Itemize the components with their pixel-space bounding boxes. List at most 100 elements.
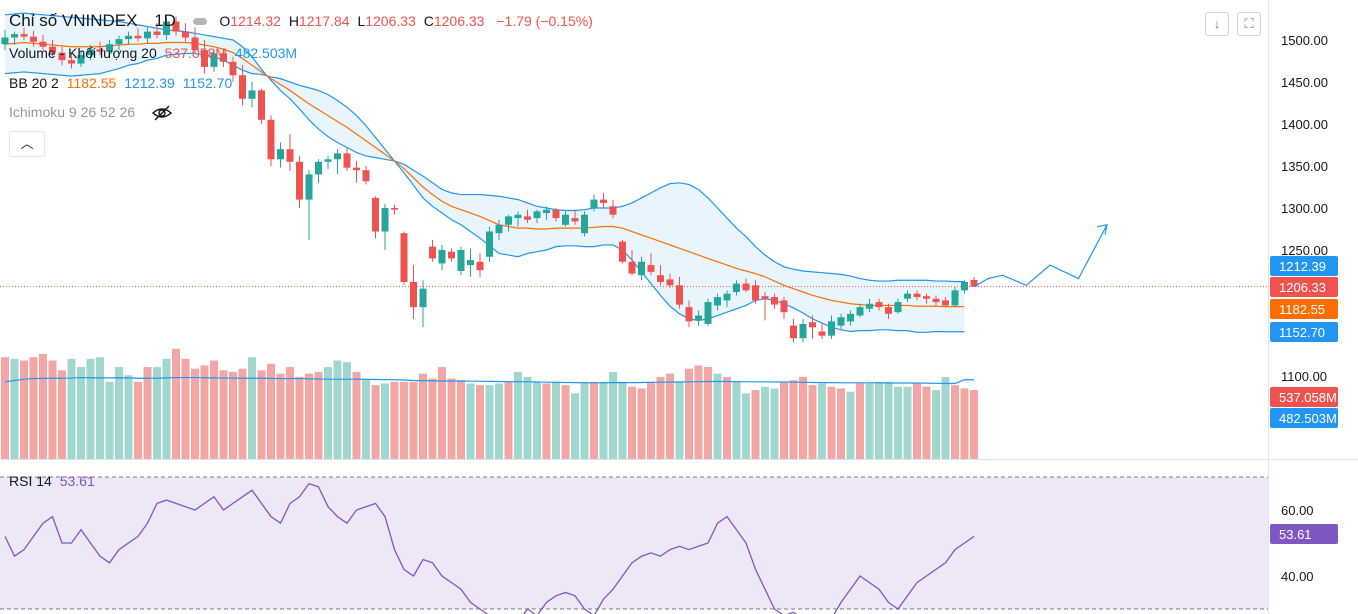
candle-body (780, 300, 788, 313)
volume-bar (86, 358, 95, 459)
volume-bar (913, 383, 921, 459)
volume-ma-tag-bg (1270, 408, 1338, 428)
volume-bar (29, 357, 38, 459)
volume-bar (181, 358, 190, 459)
volume-bar (267, 363, 275, 459)
volume-bar (305, 373, 313, 459)
candle-body (476, 261, 484, 271)
symbol-name[interactable]: Chỉ số VNINDEX (9, 11, 138, 30)
close-label: C (423, 13, 434, 29)
candle-body (115, 39, 123, 45)
candle-body (619, 241, 626, 262)
candle-body (11, 34, 18, 38)
volume-bar (799, 376, 807, 459)
candle-body (723, 293, 731, 301)
volume-bar (970, 390, 978, 459)
symbol-interval[interactable]: 1D (154, 11, 176, 30)
candle-body (372, 197, 379, 232)
chevron-up-icon: ︿ (20, 136, 34, 151)
volume-bar (808, 385, 817, 459)
candle-body (562, 214, 569, 225)
volume-bar (438, 367, 446, 459)
maximize-pane-button[interactable]: ⛶ (1237, 12, 1261, 36)
candle-body (153, 31, 161, 35)
candle-body (448, 251, 455, 259)
projection-path (973, 224, 1108, 288)
candle-body (20, 34, 28, 37)
volume-bar (903, 386, 912, 459)
candle-body (87, 49, 94, 56)
candle-body (847, 313, 854, 322)
volume-bar (647, 381, 655, 459)
volume-bar (751, 390, 760, 459)
candle-body (894, 302, 902, 313)
volume-bar (333, 360, 342, 459)
volume-value: 537.058M (164, 45, 227, 61)
volume-bar (666, 373, 674, 459)
volume-bar (552, 381, 560, 459)
candle-body (951, 290, 959, 306)
ichimoku-legend[interactable]: Ichimoku 9 26 52 26 (9, 104, 173, 121)
volume-bar (286, 367, 294, 459)
candle-body (600, 199, 607, 203)
volume-bar (485, 385, 494, 459)
candle-body (210, 53, 218, 67)
volume-legend[interactable]: Volume - Khối lượng 20 537.058M 482.503M (9, 45, 301, 61)
price-axis-tick: 1450.00 (1281, 75, 1328, 90)
volume-bar (846, 391, 855, 459)
rsi-legend[interactable]: RSI 14 53.61 (9, 473, 99, 489)
volume-bar (48, 360, 57, 459)
volume-bar (789, 380, 798, 459)
candle-body (182, 31, 189, 38)
candle-body (552, 209, 560, 219)
volume-bar (295, 376, 304, 459)
price-axis-tick: 1400.00 (1281, 117, 1328, 132)
volume-tag: 537.058M (1279, 390, 1337, 405)
volume-bar (495, 383, 503, 459)
volume-bar (400, 381, 408, 459)
candle-body (438, 250, 446, 264)
bb-legend[interactable]: BB 20 2 1182.55 1212.39 1152.70 (9, 75, 236, 91)
scroll-down-button[interactable]: ↓ (1205, 12, 1229, 36)
price-axis-tick: 1100.00 (1281, 369, 1327, 384)
volume-bar (466, 383, 475, 459)
volume-bar (248, 357, 256, 459)
candle-body (790, 325, 797, 339)
volume-bar (343, 362, 351, 459)
candle-body (134, 35, 142, 39)
volume-bar (20, 360, 28, 459)
bb-lower-tag-bg (1270, 322, 1338, 342)
collapse-legend-button[interactable]: ︿ (9, 131, 45, 157)
volume-bar (115, 367, 123, 459)
candle-body (932, 298, 940, 303)
price-axis-tick: 1350.00 (1281, 159, 1328, 174)
volume-bar (219, 370, 228, 459)
candle-body (248, 90, 256, 99)
bb-basis-value: 1182.55 (66, 75, 117, 91)
candle-body (704, 302, 712, 324)
volume-bar (675, 381, 684, 459)
volume-bar (10, 358, 19, 459)
candle-body (125, 35, 132, 40)
volume-bar (960, 388, 969, 459)
candle-body (324, 159, 332, 162)
candle-body (590, 199, 598, 208)
candle-body (505, 216, 512, 225)
volume-bar (865, 383, 874, 459)
candle-body (543, 209, 550, 214)
volume-bar (533, 381, 541, 459)
candle-body (77, 55, 85, 64)
candle-body (68, 60, 75, 64)
volume-bar (580, 381, 589, 459)
volume-bar (324, 367, 332, 459)
rsi-axis-tick: 40.00 (1281, 569, 1314, 584)
eye-hidden-icon[interactable] (151, 105, 173, 121)
rsi-value: 53.61 (59, 473, 95, 489)
bb-upper-tag: 1212.39 (1279, 259, 1326, 274)
candle-body (714, 297, 721, 306)
bb-lower-line (4, 52, 965, 333)
volume-bar (371, 385, 380, 459)
candle-body (524, 216, 531, 220)
